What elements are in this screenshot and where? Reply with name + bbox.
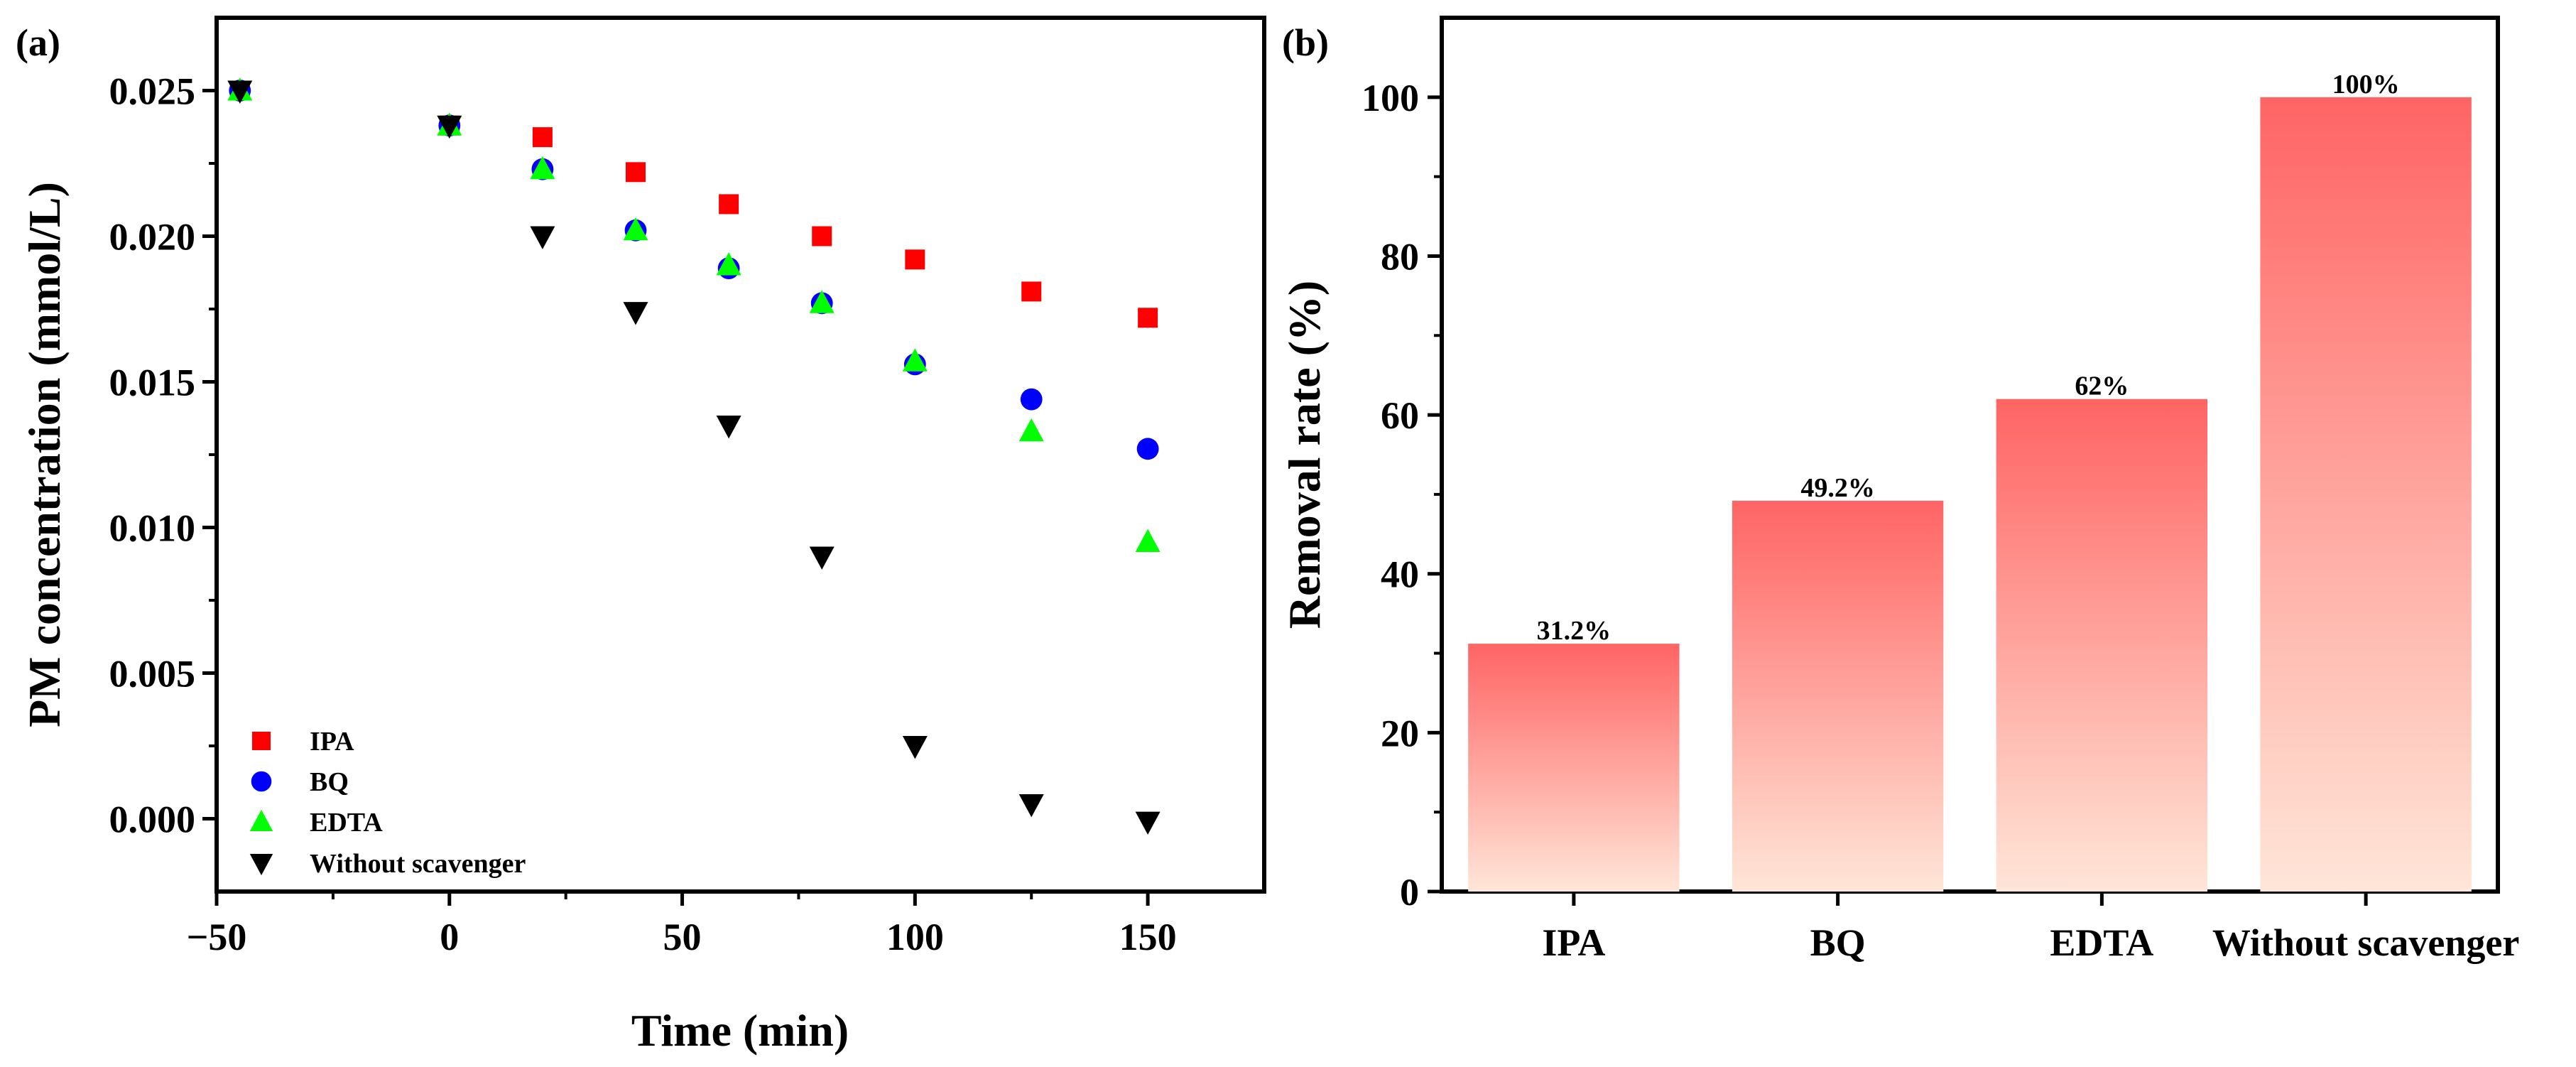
scatter-x-axis: −50 0 50 100 150 [187,892,1177,958]
y-tick-label: 0.020 [109,216,196,259]
legend-item-without-scavenger: Without scavenger [249,849,526,879]
scatter-y-axis: 0.000 0.005 0.010 0.015 0.020 0.025 [109,70,217,841]
data-point [809,290,835,313]
data-point [812,226,832,247]
series-without-scavenger [227,80,1161,835]
data-point [809,546,835,570]
legend-item-edta: EDTA [249,808,383,838]
legend-label: EDTA [310,808,383,838]
scatter-panel: (a) −50 0 50 100 150 0.0000.0050.0100.0150.0… [16,16,1266,1056]
bar-without-scavenger [2260,97,2472,892]
data-point [626,162,646,183]
bar-plot-frame [1440,16,2500,894]
data-point [1020,388,1043,411]
legend-marker [249,809,273,831]
data-point [530,226,555,249]
x-tick-label: 50 [663,916,702,958]
scatter-x-axis-title: Time (min) [631,1005,849,1056]
x-category-label: Without scavenger [2212,921,2519,964]
scatter-plot-frame [214,16,1266,894]
bar-edta [1996,399,2208,892]
data-point [1135,529,1161,552]
panel-b-label: (b) [1282,21,1329,64]
legend-marker [252,732,271,750]
y-tick-label: 0.025 [109,70,196,113]
scatter-points [227,77,1161,835]
data-point [719,194,739,215]
bar-value-label: 31.2% [1537,616,1612,646]
y-tick-label: 60 [1381,394,1419,437]
series-bq [229,80,1159,460]
data-point [1021,281,1042,302]
data-point [532,127,553,148]
x-category-label: BQ [1810,921,1866,964]
x-tick-label: 150 [1119,916,1177,958]
bar-y-axis-title: Removal rate (%) [1279,281,1330,629]
x-category-label: IPA [1542,921,1605,964]
bar-y-axis: 0 20 40 60 80 100 [1362,77,1442,914]
data-point [437,115,462,139]
bar-value-label: 49.2% [1800,473,1875,503]
bar-value-label: 100% [2332,70,2400,99]
data-point [716,252,741,276]
data-point [716,416,741,439]
x-category-label: EDTA [2050,921,2153,964]
bar-x-axis: IPA BQ EDTA Without scavenger [1542,892,2519,964]
data-point [1135,811,1161,835]
scatter-legend: IPA BQ EDTA Without scavenger [249,727,526,879]
data-point [227,80,253,104]
data-point [1018,418,1044,442]
scatter-y-axis-title: PM concentration (mmol/L) [19,182,70,727]
y-tick-label: 40 [1381,553,1419,596]
data-point [1138,308,1158,328]
bar-ipa [1468,644,1680,892]
data-point [902,348,928,372]
bars: 31.2% 49.2% 62% 100% [1468,70,2472,892]
legend-label: IPA [310,727,354,757]
y-tick-label: 0.000 [109,798,196,841]
y-tick-label: 100 [1362,77,1419,119]
data-point [1018,794,1044,818]
legend-label: BQ [310,767,349,797]
x-tick-label: 100 [886,916,944,958]
legend-marker [251,771,272,792]
panel-a-label: (a) [16,21,60,64]
legend-item-ipa: IPA [252,727,354,757]
y-tick-label: 0.005 [109,653,196,695]
legend-marker [249,854,273,876]
series-edta [227,77,1161,552]
y-tick-label: 80 [1381,235,1419,278]
x-tick-label: 0 [440,916,459,958]
bar-panel: (b) 0 20 40 60 80 100 31.2% 49.2% 62% 100% IPA BQ… [1279,16,2519,964]
y-tick-label: 0.015 [109,362,196,404]
data-point [1136,438,1159,460]
data-point [623,302,648,325]
data-point [623,217,648,241]
bar-value-label: 62% [2075,372,2129,401]
bar-bq [1732,500,1944,892]
y-tick-label: 0.010 [109,507,196,550]
y-tick-label: 20 [1381,712,1419,754]
legend-item-bq: BQ [251,767,349,797]
y-tick-label: 0 [1400,871,1419,914]
data-point [902,736,928,759]
data-point [530,156,555,180]
legend-label: Without scavenger [310,849,526,879]
data-point [905,249,925,270]
series-ipa [229,80,1158,328]
x-tick-label: −50 [187,916,247,958]
